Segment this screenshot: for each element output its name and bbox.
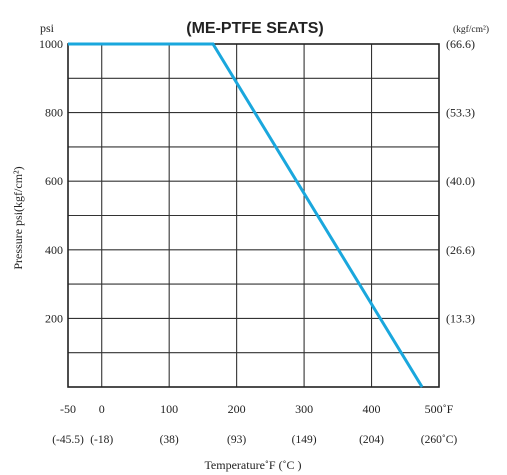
y-tick-label-kgf: (53.3): [446, 106, 475, 120]
x-tick-label-f: 300: [295, 402, 313, 416]
y-unit-left-label: psi: [40, 21, 55, 35]
y-tick-label-psi: 600: [45, 174, 63, 188]
y-tick-label-psi: 800: [45, 106, 63, 120]
x-tick-labels-fahrenheit: -50 0 100 200 300 400 500˚F: [60, 402, 454, 416]
x-axis-title: Temperature˚F (˚C ): [204, 458, 301, 472]
chart-title: (ME-PTFE SEATS): [186, 20, 323, 37]
x-tick-label-c: (260˚C): [421, 434, 458, 446]
x-tick-label-c: (38): [160, 434, 179, 446]
x-tick-label-c: (204): [359, 434, 384, 446]
y-axis-title: Pressure psi(kgf/cm²): [11, 166, 25, 269]
x-tick-label-f: 400: [363, 402, 381, 416]
x-tick-label-c: (-45.5): [52, 434, 84, 446]
x-tick-label-c: (149): [292, 434, 317, 446]
y-unit-right-label: (kgf/cm²): [453, 24, 489, 35]
x-tick-label-f: 200: [228, 402, 246, 416]
series-line-pressure-rating: [68, 42, 424, 388]
y-tick-labels-psi: 1000 800 600 400 200: [39, 37, 63, 325]
x-tick-label-c: (93): [227, 434, 246, 446]
x-tick-label-c: (-18): [90, 434, 113, 446]
y-tick-label-kgf: (26.6): [446, 243, 475, 257]
x-tick-label-f: -50: [60, 402, 76, 416]
y-tick-label-kgf: (66.6): [446, 37, 475, 51]
y-tick-label-kgf: (40.0): [446, 174, 475, 188]
x-tick-label-f: 100: [160, 402, 178, 416]
y-tick-labels-kgf: (66.6) (53.3) (40.0) (26.6) (13.3): [446, 37, 475, 325]
y-tick-label-psi: 400: [45, 243, 63, 257]
y-tick-label-psi: 1000: [39, 37, 63, 51]
grid: [68, 44, 439, 387]
x-tick-label-f: 0: [99, 402, 105, 416]
y-tick-label-psi: 200: [45, 311, 63, 325]
x-tick-labels-celsius: (-45.5) (-18) (38) (93) (149) (204) (260˚C): [52, 434, 457, 446]
y-tick-label-kgf: (13.3): [446, 311, 475, 325]
x-tick-label-f: 500˚F: [425, 402, 454, 416]
plot-frame: [67, 43, 440, 388]
